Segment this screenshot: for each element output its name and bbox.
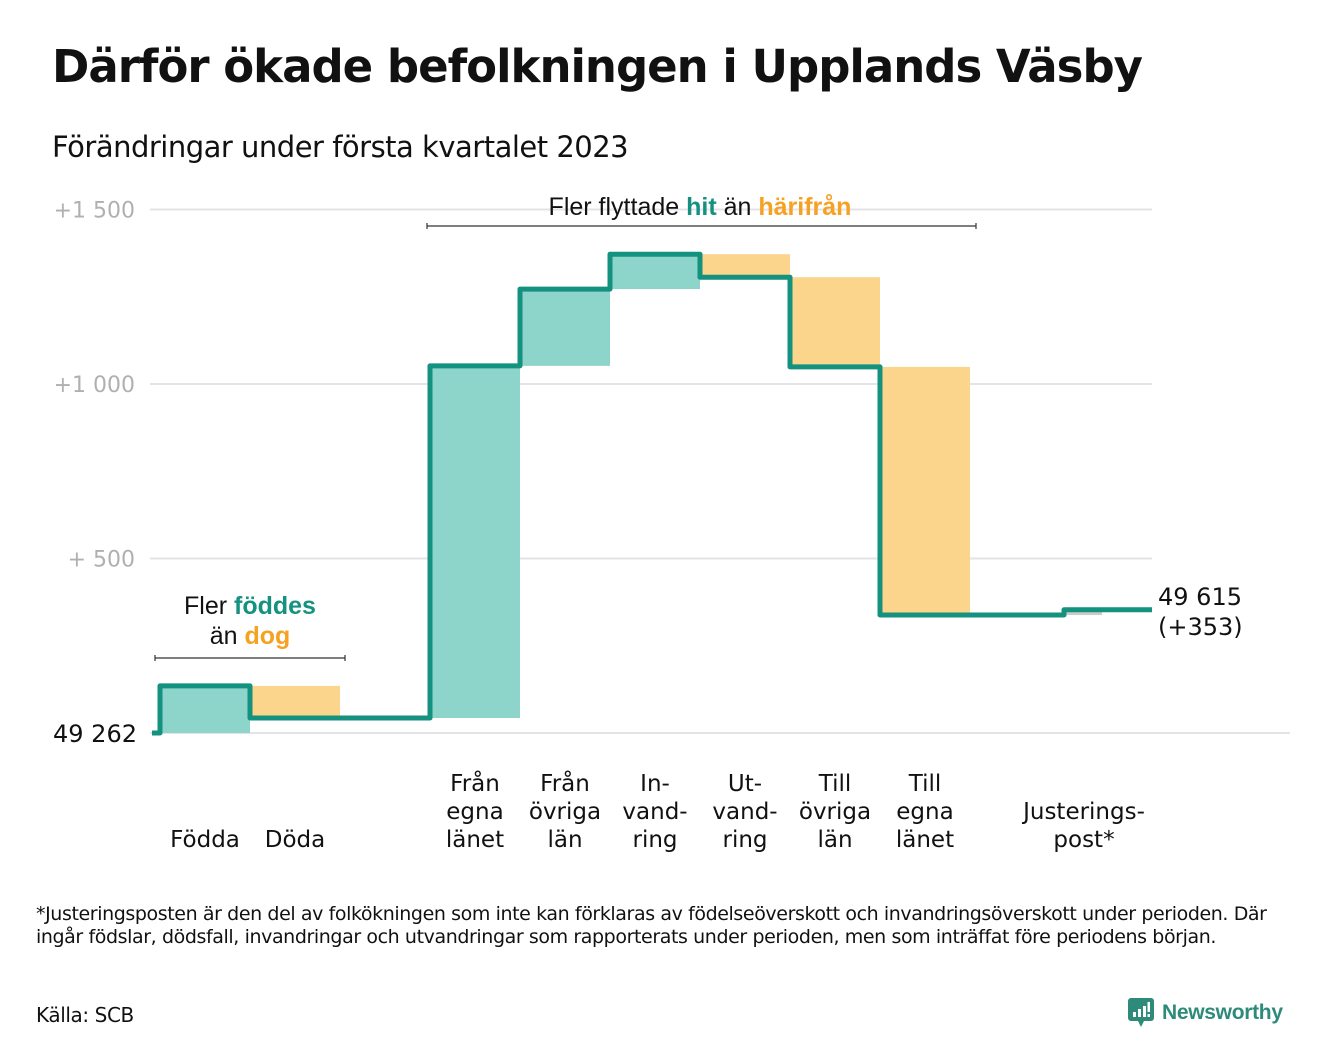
category-label: Justerings-: [1021, 799, 1145, 825]
bar-increase: [430, 365, 520, 718]
category-label: ring: [632, 827, 677, 853]
category-label: egna: [446, 799, 503, 825]
migration-annotation-part: hit: [686, 193, 717, 221]
bar-decrease: [250, 685, 340, 718]
end-value-label: 49 615: [1158, 583, 1242, 611]
bar-adjustment: [1064, 609, 1102, 616]
bar-increase: [160, 685, 250, 733]
migration-annotation-part: härifrån: [758, 193, 851, 221]
births-annotation-line1-part: Fler: [184, 592, 234, 620]
births-annotation-line1-part: föddes: [234, 592, 316, 620]
category-labels: Födda DödaFrånegnalänetFrånövrigalänIn-va…: [170, 769, 1145, 853]
category-label: Från: [540, 769, 590, 797]
category-label: länet: [896, 827, 954, 853]
category-label: In-: [640, 771, 670, 797]
newsworthy-logo[interactable]: Newsworthy: [1128, 998, 1283, 1028]
births-annotation-line2-part: dog: [244, 622, 290, 650]
logo-text: Newsworthy: [1162, 1001, 1283, 1024]
category-label: länet: [446, 827, 504, 853]
bar-increase: [610, 254, 700, 290]
grid-lines: + 500 +1 000 +1 500 49 262: [53, 199, 1290, 748]
category-label: övriga: [529, 799, 601, 825]
births-annotation-line2-part: än: [210, 622, 245, 650]
category-label: Till: [818, 771, 852, 797]
migration-annotation-part: Fler flyttade: [549, 193, 687, 221]
waterfall-chart: + 500 +1 000 +1 500 49 262 49 615(+353) Föd…: [53, 193, 1290, 853]
category-label: Ut-: [728, 771, 762, 797]
chart-subtitle: Förändringar under första kvartalet 2023: [52, 130, 629, 164]
bar-decrease: [790, 277, 880, 367]
bars: [160, 254, 1102, 733]
footnote: *Justeringsposten är den del av folkökni…: [36, 903, 1267, 948]
category-label: post*: [1053, 827, 1114, 853]
category-label: övriga: [799, 799, 871, 825]
migration-annotation: Fler flyttade hit än härifrån: [549, 193, 852, 221]
category-label: Döda: [265, 827, 325, 853]
category-label: län: [547, 827, 582, 853]
bar-increase: [520, 289, 610, 366]
births-annotation-line2: än dog: [210, 622, 291, 650]
category-label: Från: [450, 769, 500, 797]
bar-decrease: [700, 254, 790, 278]
category-label: egna: [896, 799, 953, 825]
category-label: ring: [722, 827, 767, 853]
source-label: Källa: SCB: [36, 1003, 134, 1027]
running-total-line: 49 615(+353): [152, 251, 1243, 736]
category-label: vand-: [712, 799, 777, 825]
category-label: vand-: [622, 799, 687, 825]
start-value-label: 49 262: [53, 720, 137, 748]
bar-decrease: [880, 366, 970, 616]
chart-title: Därför ökade befolkningen i Upplands Väs…: [52, 40, 1143, 93]
category-label: Till: [908, 771, 942, 797]
migration-annotation-part: än: [717, 193, 759, 221]
end-change-label: (+353): [1158, 613, 1243, 641]
running-total-path: [152, 251, 1152, 736]
y-tick-label: + 500: [68, 548, 135, 573]
births-annotation-line1: Fler föddes: [184, 592, 316, 620]
category-label: län: [817, 827, 852, 853]
y-tick-label: +1 500: [54, 199, 135, 224]
chart-bubble-icon: [1128, 998, 1154, 1027]
y-tick-label: +1 000: [54, 373, 135, 398]
category-label: Födda: [170, 827, 240, 853]
